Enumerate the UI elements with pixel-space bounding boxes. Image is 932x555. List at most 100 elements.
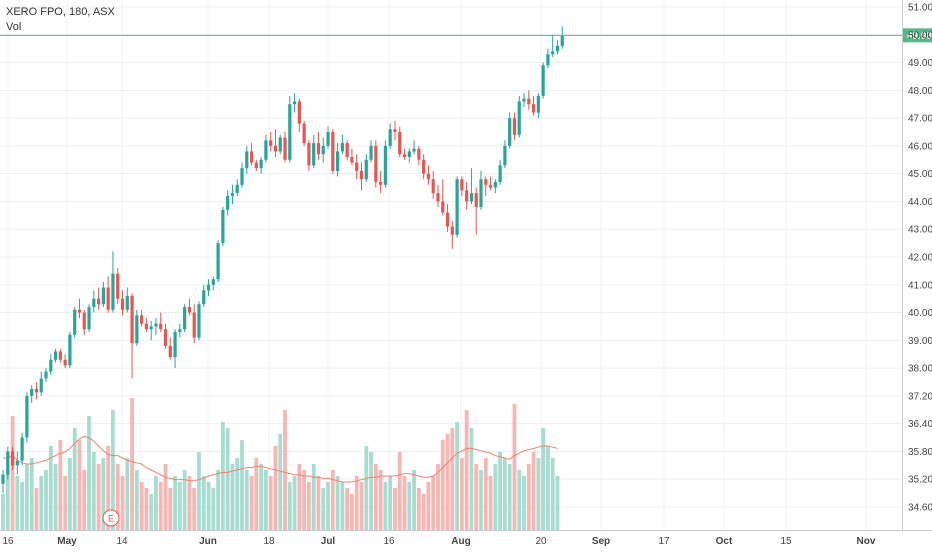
- time-axis-label: May: [57, 536, 77, 547]
- volume-bar: [39, 476, 44, 530]
- candle-body: [498, 165, 502, 182]
- time-axis-label: 16: [383, 536, 395, 547]
- candle-body: [168, 345, 172, 357]
- candles-layer: [1, 26, 564, 494]
- volume-bar: [311, 464, 316, 530]
- volume-bar: [297, 464, 302, 530]
- candle-body: [163, 329, 168, 346]
- candle-body: [230, 193, 235, 196]
- candle-body: [39, 378, 43, 393]
- volume-layer: [1, 398, 560, 530]
- volume-bar: [493, 464, 498, 530]
- price-axis-label: 49.00: [908, 58, 932, 69]
- candle-body: [49, 359, 53, 372]
- candle-body: [87, 307, 91, 330]
- candle-body: [484, 179, 488, 185]
- candle-body: [379, 182, 383, 185]
- candle-body: [512, 118, 517, 135]
- volume-bar: [373, 464, 378, 530]
- volume-bar: [101, 458, 106, 530]
- candle-body: [97, 298, 101, 305]
- volume-bar: [488, 476, 493, 530]
- price-axis-label: 36.40: [908, 419, 932, 430]
- volume-bar: [72, 428, 77, 530]
- volume-bar: [330, 470, 335, 530]
- volume-bar: [479, 470, 483, 530]
- candle-body: [101, 287, 105, 305]
- volume-bar: [517, 470, 522, 530]
- volume-bar: [541, 428, 546, 530]
- candle-body: [20, 437, 24, 461]
- candle-body: [245, 151, 249, 169]
- volume-bar: [498, 452, 503, 530]
- last-price-badge: [903, 28, 932, 43]
- time-axis-label: 17: [658, 536, 670, 547]
- candle-body: [259, 159, 263, 169]
- volume-bar: [220, 422, 225, 530]
- candle-body: [15, 460, 19, 466]
- candle-body: [197, 304, 201, 338]
- candle-body: [551, 51, 555, 55]
- candle-body: [407, 151, 411, 157]
- candle-body: [316, 143, 321, 155]
- volume-bar: [187, 476, 192, 530]
- price-axis-label: 47.00: [908, 114, 932, 125]
- candle-body: [359, 170, 364, 180]
- candle-body: [326, 132, 330, 146]
- candle-body: [465, 190, 469, 202]
- volume-bar: [48, 446, 53, 530]
- volume-bar: [91, 452, 96, 530]
- candle-body: [183, 307, 187, 330]
- volume-bar: [249, 476, 254, 530]
- volume-bar: [68, 458, 72, 530]
- candle-body: [345, 143, 349, 157]
- candle-body: [73, 309, 77, 335]
- price-axis-label: 42.00: [908, 253, 932, 264]
- volume-bar: [522, 476, 526, 530]
- candle-body: [445, 212, 450, 227]
- candle-body: [426, 173, 431, 180]
- volume-bar: [307, 482, 311, 530]
- candle-body: [144, 323, 148, 330]
- time-axis-label: 18: [263, 536, 275, 547]
- volume-bar: [416, 488, 421, 530]
- candle-body: [34, 388, 39, 393]
- candle-body: [460, 179, 464, 191]
- volume-bar: [426, 482, 431, 530]
- volume-bar: [77, 440, 82, 530]
- candle-body: [216, 243, 220, 280]
- price-axis-label: 48.00: [908, 86, 932, 97]
- volume-bar: [378, 470, 383, 530]
- volume-bar: [507, 464, 512, 530]
- candle-body: [68, 334, 72, 366]
- volume-bar: [445, 434, 450, 530]
- candle-body: [159, 323, 163, 330]
- candle-body: [383, 145, 387, 185]
- candle-body: [116, 273, 120, 299]
- overlay-layer: 49.98 E: [0, 28, 932, 527]
- volume-bar: [87, 416, 91, 530]
- time-axis-label: 20: [535, 536, 547, 547]
- candle-body: [474, 193, 478, 207]
- candle-body: [527, 98, 531, 105]
- candle-body: [455, 179, 459, 235]
- candle-body: [331, 132, 335, 171]
- candle-body: [154, 323, 158, 327]
- candle-body: [125, 295, 129, 310]
- candle-body: [30, 388, 34, 396]
- candle-body: [10, 451, 15, 466]
- volume-bar: [259, 464, 264, 530]
- volume-bar: [450, 428, 455, 530]
- price-axis-label: 37.20: [908, 391, 932, 402]
- candle-body: [350, 157, 354, 163]
- candle-body: [82, 312, 86, 330]
- volume-bar: [96, 464, 101, 530]
- volume-bar: [115, 464, 120, 530]
- volume-bar: [421, 494, 426, 530]
- candle-body: [402, 154, 407, 157]
- volume-bar: [82, 470, 87, 530]
- volume-bar: [25, 464, 29, 530]
- time-axis-label: 16: [2, 536, 14, 547]
